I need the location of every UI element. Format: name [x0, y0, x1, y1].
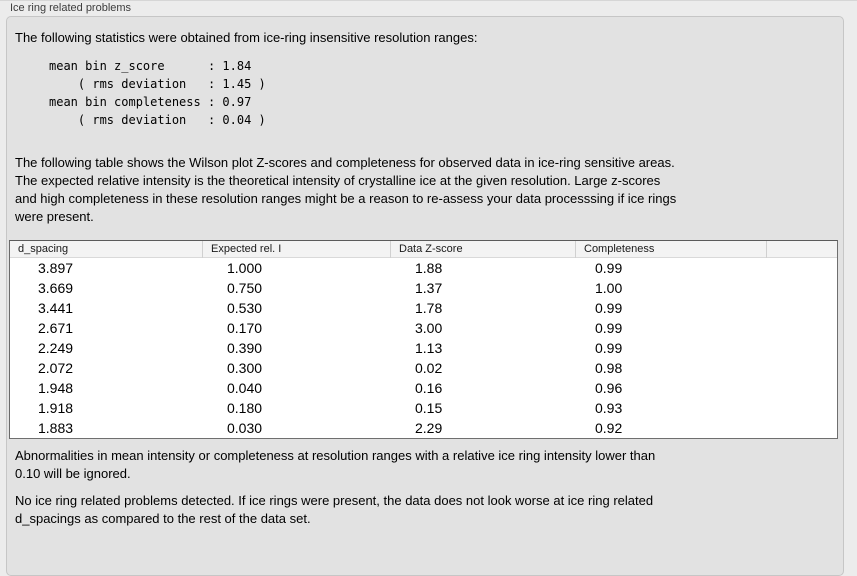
table-cell: 3.897: [38, 260, 74, 276]
table-cell: 2.671: [38, 320, 74, 336]
ice-ring-group-box: The following statistics were obtained f…: [6, 16, 844, 576]
table-cell: 0.99: [595, 320, 623, 336]
table-row[interactable]: 2.249 0.390 1.13 0.99: [10, 338, 837, 358]
table-cell: 0.16: [415, 380, 443, 396]
top-divider: [0, 0, 857, 1]
table-cell: 1.918: [38, 400, 74, 416]
conclusion-text: No ice ring related problems detected. I…: [15, 493, 654, 526]
table-cell-spacer: [767, 378, 837, 398]
table-cell: 2.29: [415, 420, 443, 436]
column-header-spacer: [767, 241, 837, 258]
table-row[interactable]: 3.897 1.000 1.88 0.99: [10, 258, 837, 278]
table-cell: 0.530: [227, 300, 263, 316]
table-cell: 0.92: [595, 420, 623, 436]
table-cell-spacer: [767, 298, 837, 318]
table-cell: 3.00: [415, 320, 443, 336]
table-row[interactable]: 3.441 0.530 1.78 0.99: [10, 298, 837, 318]
table-cell: 0.180: [227, 400, 263, 416]
table-cell: 0.040: [227, 380, 263, 396]
table-cell-spacer: [767, 318, 837, 338]
table-cell: 1.883: [38, 420, 74, 436]
column-header-completeness[interactable]: Completeness: [576, 241, 767, 258]
table-cell: 0.96: [595, 380, 623, 396]
table-cell: 1.00: [595, 280, 623, 296]
table-row[interactable]: 1.948 0.040 0.16 0.96: [10, 378, 837, 398]
table-cell: 3.441: [38, 300, 74, 316]
table-cell: 1.000: [227, 260, 263, 276]
table-row[interactable]: 3.669 0.750 1.37 1.00: [10, 278, 837, 298]
table-cell: 0.02: [415, 360, 443, 376]
table-cell: 0.99: [595, 260, 623, 276]
table-cell: 0.390: [227, 340, 263, 356]
table-cell: 0.98: [595, 360, 623, 376]
table-body: 3.897 1.000 1.88 0.99 3.669 0.750 1.37 1.00 3.44…: [10, 258, 837, 438]
table-cell: 0.170: [227, 320, 263, 336]
table-row[interactable]: 2.072 0.300 0.02 0.98: [10, 358, 837, 378]
table-header: d_spacing Expected rel. I Data Z-score Comp…: [10, 241, 837, 258]
table-cell-spacer: [767, 398, 837, 418]
table-cell: 2.249: [38, 340, 74, 356]
column-header-data-z-score[interactable]: Data Z-score: [391, 241, 576, 258]
table-cell: 1.78: [415, 300, 443, 316]
statistics-intro-text: The following statistics were obtained f…: [15, 30, 478, 45]
table-row[interactable]: 1.883 0.030 2.29 0.92: [10, 418, 837, 438]
table-cell-spacer: [767, 338, 837, 358]
table-cell-spacer: [767, 418, 837, 438]
table-cell: 1.88: [415, 260, 443, 276]
table-cell-spacer: [767, 258, 837, 278]
table-cell: 2.072: [38, 360, 74, 376]
column-header-expected-rel-i[interactable]: Expected rel. I: [203, 241, 391, 258]
table-cell-spacer: [767, 358, 837, 378]
table-cell: 0.030: [227, 420, 263, 436]
table-cell: 0.93: [595, 400, 623, 416]
table-cell: 3.669: [38, 280, 74, 296]
table-cell: 1.13: [415, 340, 443, 356]
table-cell-spacer: [767, 278, 837, 298]
table-cell: 0.99: [595, 340, 623, 356]
ice-ring-table[interactable]: d_spacing Expected rel. I Data Z-score Comp…: [9, 240, 838, 439]
column-header-d-spacing[interactable]: d_spacing: [10, 241, 203, 258]
statistics-block: mean bin z_score : 1.84 ( rms deviation …: [49, 59, 266, 127]
table-cell: 0.300: [227, 360, 263, 376]
table-cell: 0.99: [595, 300, 623, 316]
table-row[interactable]: 2.671 0.170 3.00 0.99: [10, 318, 837, 338]
table-description: The following table shows the Wilson plo…: [15, 155, 677, 224]
ignore-note: Abnormalities in mean intensity or compl…: [15, 448, 656, 481]
table-cell: 0.750: [227, 280, 263, 296]
panel-title: Ice ring related problems: [10, 2, 132, 14]
table-cell: 1.948: [38, 380, 74, 396]
table-row[interactable]: 1.918 0.180 0.15 0.93: [10, 398, 837, 418]
table-cell: 0.15: [415, 400, 443, 416]
table-cell: 1.37: [415, 280, 443, 296]
